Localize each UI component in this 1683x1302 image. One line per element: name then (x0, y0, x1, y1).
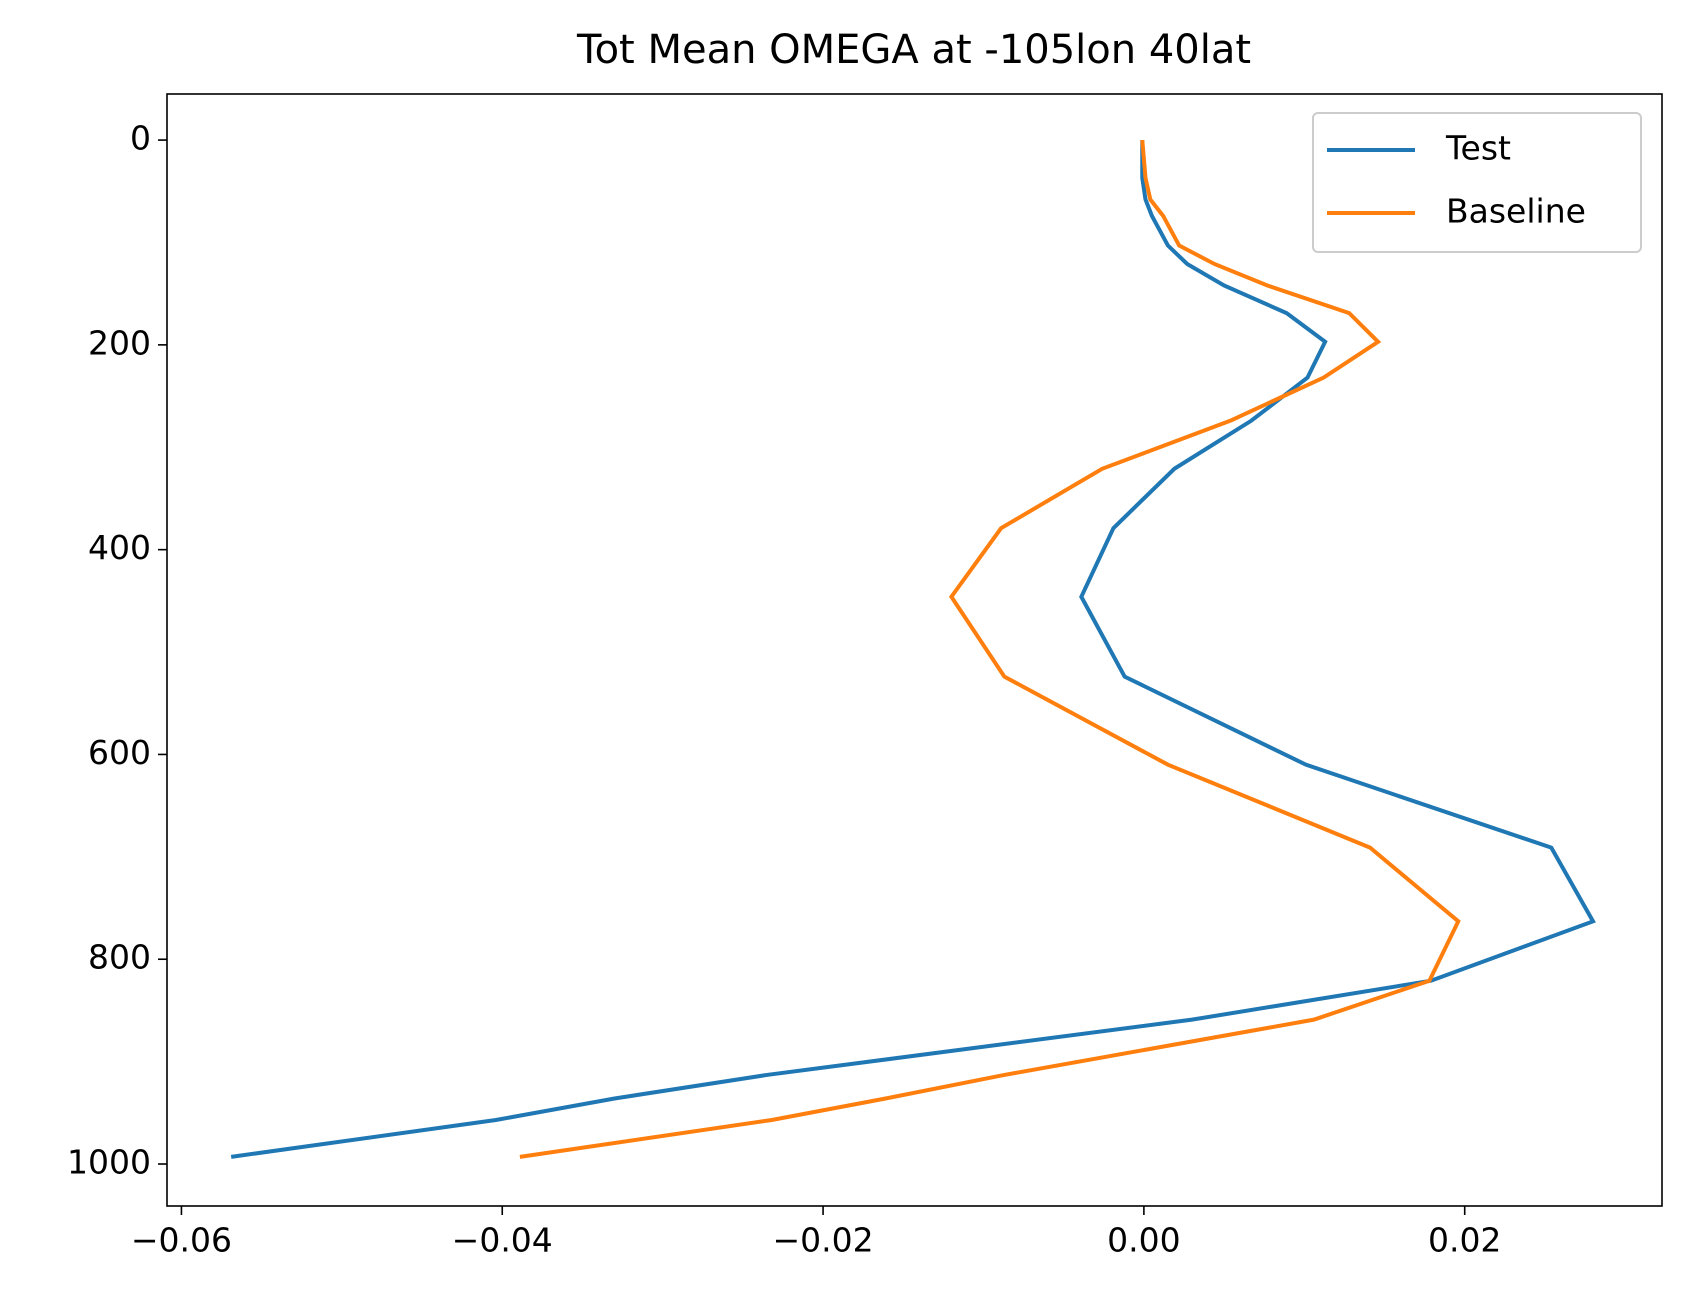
legend-box (1312, 112, 1642, 253)
x-tick-label: −0.02 (772, 1221, 873, 1260)
y-tick-label: 400 (88, 528, 151, 567)
series-line (519, 139, 1461, 1159)
y-tick-label: 0 (130, 119, 151, 158)
x-tick-label: 0.00 (1107, 1221, 1180, 1260)
y-tick-label: 200 (88, 323, 151, 362)
legend-label: Baseline (1446, 192, 1586, 231)
x-tick-label: 0.02 (1428, 1221, 1501, 1260)
series-line (230, 140, 1596, 1159)
y-tick-label: 1000 (67, 1143, 151, 1182)
y-tick-label: 600 (88, 733, 151, 772)
chart-title: Tot Mean OMEGA at -105lon 40lat (576, 27, 1251, 73)
x-tick-label: −0.04 (452, 1221, 553, 1260)
y-tick-label: 800 (88, 938, 151, 977)
x-tick-label: −0.06 (131, 1221, 232, 1260)
plot-frame (166, 93, 1663, 1207)
legend-label: Test (1445, 129, 1511, 168)
